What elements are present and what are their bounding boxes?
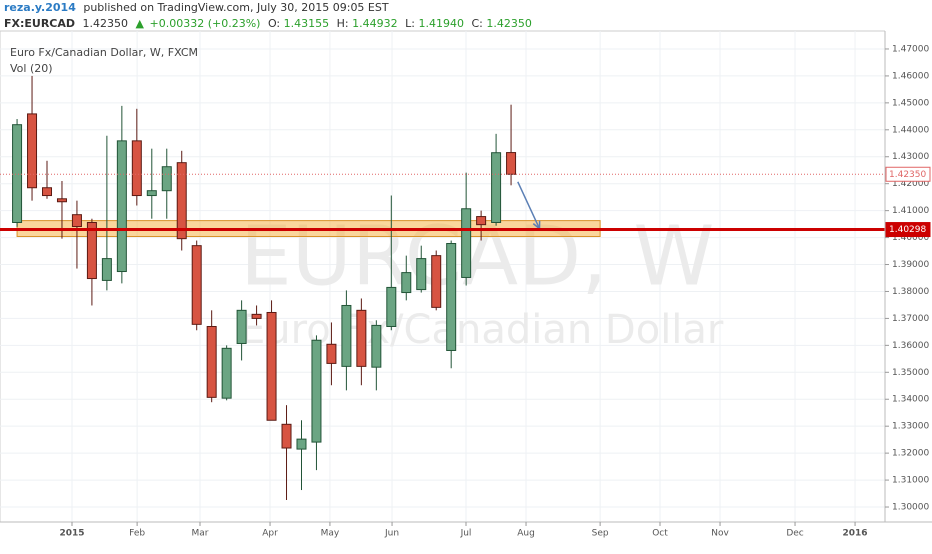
y-tick-label: 1.35000	[892, 368, 929, 378]
candle-body	[221, 347, 232, 399]
candle-body	[476, 216, 487, 226]
candle-body	[86, 221, 97, 280]
candle-body	[176, 162, 187, 240]
x-tick-label: 2015	[59, 529, 84, 539]
candle-body	[371, 324, 382, 368]
published: published on TradingView.com, July 30, 2…	[83, 1, 389, 14]
candle-body	[266, 311, 277, 421]
candle-body	[431, 255, 442, 308]
price-label: 1.40298	[889, 225, 926, 235]
candle-body	[206, 325, 217, 398]
candle-body	[236, 309, 247, 344]
candle-body	[326, 343, 337, 364]
y-tick-label: 1.30000	[892, 503, 929, 513]
candle-body	[12, 124, 23, 223]
price-label-box	[885, 166, 931, 182]
x-tick-label: Dec	[786, 529, 803, 539]
high-label: H:	[337, 17, 349, 30]
change: +0.00332 (+0.23%)	[150, 17, 261, 30]
y-tick-label: 1.45000	[892, 98, 929, 108]
high: 1.44932	[352, 17, 398, 30]
candle-body	[56, 198, 67, 203]
x-tick-label: Mar	[192, 529, 209, 539]
header-line2: FX:EURCAD 1.42350 ▲ +0.00332 (+0.23%) O:…	[4, 17, 532, 30]
low: 1.41940	[418, 17, 464, 30]
y-tick-label: 1.47000	[892, 44, 929, 54]
candle-body	[311, 339, 322, 443]
x-tick-label: Apr	[262, 529, 278, 539]
x-tick-label: Sep	[592, 529, 609, 539]
author[interactable]: reza.y.2014	[4, 1, 76, 14]
symbol: FX:EURCAD	[4, 17, 75, 30]
candle-body	[491, 152, 502, 223]
candle-body	[416, 258, 427, 291]
candle-body	[71, 214, 82, 228]
candle-body	[116, 140, 127, 273]
candle-body	[341, 304, 352, 367]
x-tick-label: Nov	[711, 529, 729, 539]
candle-body	[401, 272, 412, 294]
chart-subtitle: Vol (20)	[10, 62, 53, 75]
price-label-box	[885, 222, 931, 238]
y-tick-label: 1.33000	[892, 422, 929, 432]
y-tick-label: 1.34000	[892, 395, 929, 405]
x-tick-label: Jul	[460, 529, 472, 539]
y-tick-label: 1.31000	[892, 476, 929, 486]
candle-body	[356, 309, 367, 367]
close-label: C:	[471, 17, 482, 30]
change-arrow: ▲	[136, 17, 145, 30]
price-label: 1.42350	[889, 170, 926, 180]
y-tick-label: 1.38000	[892, 287, 929, 297]
header-line1: reza.y.2014 published on TradingView.com…	[4, 1, 389, 14]
x-tick-label: Aug	[517, 529, 535, 539]
candle-body	[42, 187, 53, 197]
y-tick-label: 1.42000	[892, 179, 929, 189]
y-tick-label: 1.43000	[892, 152, 929, 162]
low-label: L:	[405, 17, 415, 30]
x-tick-label: Feb	[129, 529, 145, 539]
candle-body	[101, 258, 112, 281]
candle-body	[446, 243, 457, 351]
candle-body	[386, 286, 397, 327]
candle-body	[191, 245, 202, 325]
candle-body	[131, 140, 142, 197]
x-tick-label: Oct	[652, 529, 668, 539]
marks	[0, 75, 885, 501]
y-tick-label: 1.36000	[892, 341, 929, 351]
candle-body	[296, 438, 307, 450]
candle-body	[461, 208, 472, 278]
close: 1.42350	[486, 17, 532, 30]
y-tick-label: 1.37000	[892, 314, 929, 324]
candle-body	[251, 313, 262, 319]
x-tick-label: May	[321, 529, 340, 539]
y-tick-label: 1.32000	[892, 449, 929, 459]
y-tick-label: 1.44000	[892, 125, 929, 135]
candle-body	[161, 166, 172, 192]
y-tick-label: 1.46000	[892, 71, 929, 81]
last: 1.42350	[83, 17, 129, 30]
y-tick-label: 1.41000	[892, 206, 929, 216]
trend-arrow	[517, 181, 541, 230]
open: 1.43155	[284, 17, 330, 30]
candle-body	[146, 190, 157, 197]
chart-title: Euro Fx/Canadian Dollar, W, FXCM	[10, 46, 198, 59]
x-tick-label: 2016	[843, 529, 868, 539]
candle-body	[281, 423, 292, 449]
y-tick-label: 1.40000	[892, 233, 929, 243]
open-label: O:	[268, 17, 280, 30]
price-axis	[885, 0, 932, 550]
y-tick-label: 1.39000	[892, 260, 929, 270]
x-tick-label: Jun	[384, 529, 399, 539]
candle-body	[27, 113, 38, 189]
candle-body	[506, 152, 517, 175]
